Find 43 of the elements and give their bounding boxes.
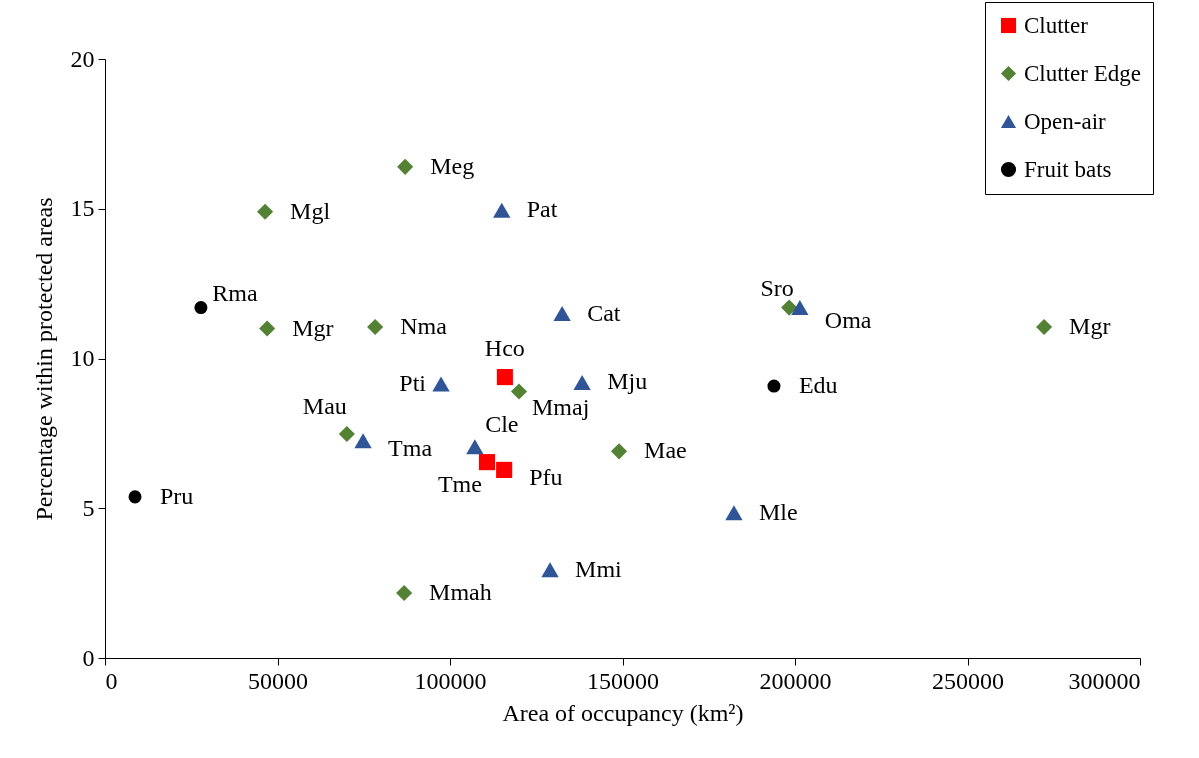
annotation: Meg (430, 152, 475, 179)
annotation: Pru (160, 482, 194, 509)
y-axis-title: Percentage within protected areas (30, 197, 57, 521)
annotation: Tme (437, 471, 482, 498)
y-tick-label: 10 (70, 345, 95, 371)
annotation: Mgl (290, 197, 331, 224)
y-tick-label: 0 (82, 644, 95, 671)
x-tick-label: 250000 (932, 667, 1004, 694)
annotation: Mgr (292, 314, 334, 341)
legend-label: Clutter (1024, 12, 1089, 38)
legend-label: Open-air (1024, 108, 1107, 134)
x-tick-label: 150000 (587, 667, 659, 694)
legend-label: Fruit bats (1024, 156, 1112, 182)
annotation: Mmaj (532, 394, 590, 421)
annotation: Pti (399, 369, 427, 396)
annotation: Pfu (529, 463, 563, 490)
annotation: Mae (644, 437, 687, 464)
x-tick-label: 200000 (759, 667, 832, 694)
annotation: Mau (302, 392, 347, 419)
x-tick-label: 100000 (414, 667, 487, 694)
legend-label: Clutter Edge (1024, 60, 1141, 86)
annotation: Sro (760, 274, 794, 301)
annotation: Tma (388, 434, 433, 461)
annotation: Cat (587, 299, 621, 326)
annotation: Mgr (1069, 313, 1111, 340)
y-tick-label: 5 (82, 494, 95, 521)
annotation: Mmi (575, 555, 623, 582)
x-tick-label: 300000 (1068, 667, 1141, 694)
y-tick-label: 20 (70, 45, 95, 72)
x-axis-title: Area of occupancy (km²) (502, 699, 744, 726)
annotation: Edu (798, 372, 838, 399)
annotation: Oma (824, 306, 872, 333)
y-tick-label: 15 (70, 195, 95, 222)
annotation: Mmah (429, 579, 492, 606)
annotation: Hco (484, 335, 525, 362)
x-tick-label: 50000 (248, 667, 308, 694)
annotation: Cle (485, 410, 519, 437)
annotation: Mle (758, 498, 798, 525)
annotation: Rma (212, 279, 258, 306)
annotation: Mju (607, 368, 648, 395)
annotation: Pat (526, 196, 558, 223)
x-tick-label: 0 (105, 667, 118, 694)
annotation: Nma (400, 313, 448, 340)
